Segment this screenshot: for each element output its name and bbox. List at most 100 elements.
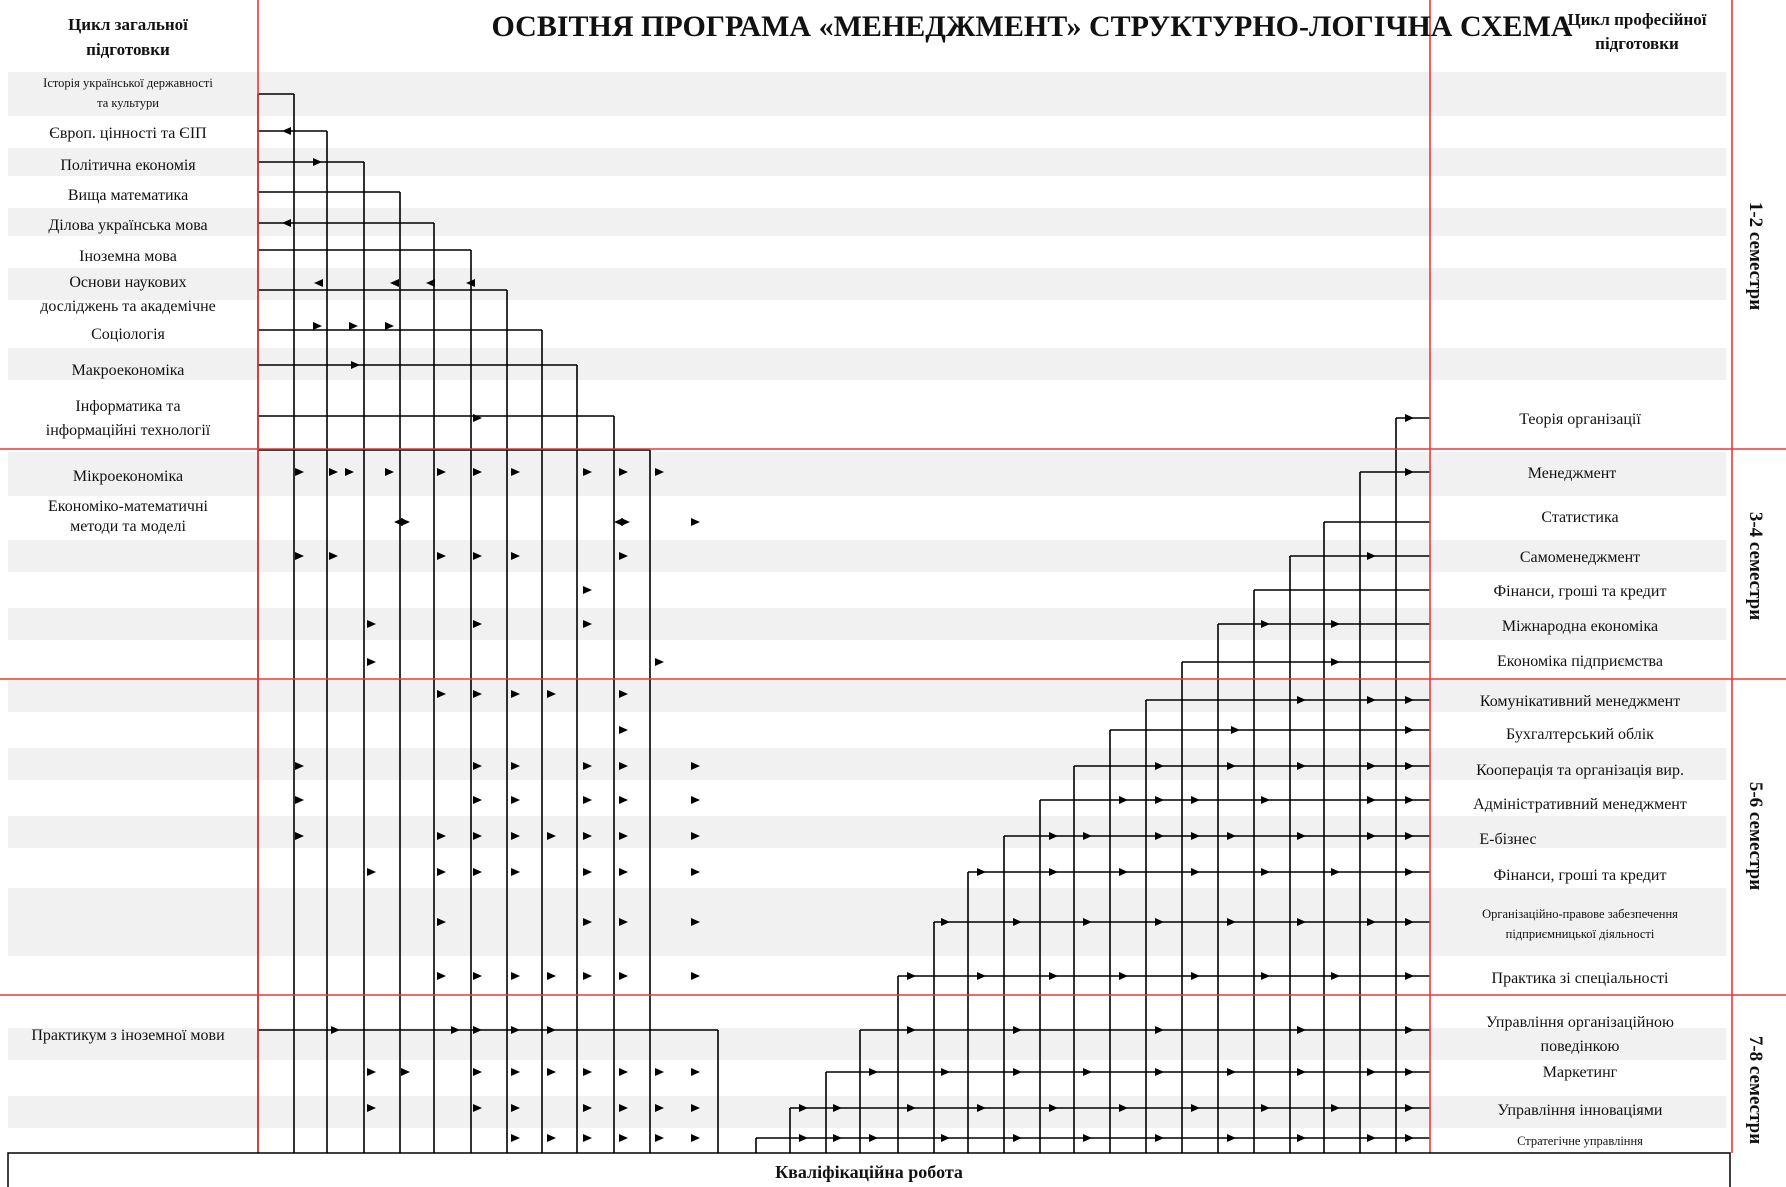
professional-subject-label: підприємницької діяльності (1506, 927, 1655, 941)
arrow-head (295, 468, 304, 476)
professional-subject-label: Управління організаційною (1486, 1014, 1674, 1031)
arrow-head (473, 796, 482, 804)
arrow-head (1367, 1134, 1376, 1142)
arrow-head (619, 1134, 628, 1142)
arrow-head (473, 690, 482, 698)
arrow-head (1191, 972, 1200, 980)
arrow-head (619, 726, 628, 734)
arrow-head (1083, 918, 1092, 926)
arrow-head (329, 552, 338, 560)
arrow-head (941, 918, 950, 926)
arrow-head (619, 690, 628, 698)
arrow-head (1119, 1104, 1128, 1112)
arrow-head (1405, 696, 1414, 704)
arrow-head (547, 832, 556, 840)
arrow-head (1155, 762, 1164, 770)
professional-subject-label: Самоменеджмент (1520, 549, 1640, 566)
arrow-head (833, 1134, 842, 1142)
professional-subject-label: Управління інноваціями (1498, 1102, 1663, 1119)
arrow-head (799, 1134, 808, 1142)
arrow-head (583, 972, 592, 980)
arrow-head (1331, 868, 1340, 876)
arrow-head (1405, 762, 1414, 770)
arrow-head (1191, 1104, 1200, 1112)
arrow-head (1083, 1134, 1092, 1142)
arrow-head (941, 1068, 950, 1076)
arrow-head (351, 361, 360, 369)
professional-subject-label: Адміністративний менеджмент (1473, 796, 1687, 813)
general-subject-label: методи та моделі (70, 518, 186, 535)
arrow-head (655, 468, 664, 476)
arrow-head (367, 620, 376, 628)
arrow-head (401, 518, 410, 526)
arrow-head (367, 1104, 376, 1112)
arrow-head (437, 918, 446, 926)
general-subject-label: Економіко-математичні (48, 498, 209, 515)
diagram-title: ОСВІТНЯ ПРОГРАМА «МЕНЕДЖМЕНТ» СТРУКТУРНО… (491, 10, 1572, 43)
arrow-head (473, 1104, 482, 1112)
arrow-head (1297, 696, 1306, 704)
arrow-head (345, 468, 354, 476)
professional-cycle-header-line1: Цикл професійної (1568, 10, 1707, 29)
arrow-head (473, 414, 482, 422)
arrow-head (1049, 868, 1058, 876)
arrow-head (619, 1068, 628, 1076)
arrow-head (1227, 762, 1236, 770)
professional-subject-label: Фінанси, гроші та кредит (1494, 583, 1667, 600)
general-subject-label: Макроекономіка (72, 362, 185, 379)
arrow-head (1155, 1068, 1164, 1076)
arrow-head (691, 972, 700, 980)
professional-subject-label: Економіка підприємства (1497, 653, 1663, 670)
professional-subject-label: Теорія організації (1519, 411, 1641, 428)
row-stripe (8, 452, 1726, 496)
arrow-head (691, 762, 700, 770)
arrow-head (1155, 796, 1164, 804)
row-stripe (8, 748, 1726, 780)
semester-label: 1-2 семестри (1745, 202, 1766, 310)
arrow-head (1367, 762, 1376, 770)
arrow-head (941, 1134, 950, 1142)
arrow-head (614, 518, 623, 526)
general-cycle-header-line2: підготовки (86, 40, 170, 59)
professional-subject-label: Міжнародна економіка (1502, 618, 1658, 635)
arrow-head (1191, 868, 1200, 876)
arrow-head (1331, 972, 1340, 980)
arrow-head (1297, 918, 1306, 926)
arrow-head (511, 468, 520, 476)
arrow-head (583, 586, 592, 594)
general-subject-label: Вища математика (68, 187, 188, 204)
arrow-head (282, 127, 291, 135)
frame-lines (0, 0, 1786, 1153)
arrow-head (1405, 868, 1414, 876)
arrow-head (1367, 796, 1376, 804)
arrow-head (1331, 620, 1340, 628)
row-stripe (8, 1096, 1726, 1128)
arrow-head (1261, 620, 1270, 628)
arrow-head (1405, 414, 1414, 422)
arrow-head (1297, 832, 1306, 840)
arrow-head (1405, 1134, 1414, 1142)
arrow-head (655, 1134, 664, 1142)
arrow-head (907, 1104, 916, 1112)
semester-labels: 1-2 семестри 3-4 семестри 5-6 семестри 7-8 … (1745, 202, 1766, 1144)
arrow-head (1261, 796, 1270, 804)
arrow-head (385, 322, 394, 330)
arrow-head (437, 832, 446, 840)
arrow-head (1367, 552, 1376, 560)
arrow-head (583, 762, 592, 770)
row-stripe (8, 540, 1726, 572)
arrow-head (511, 796, 520, 804)
arrow-head (1049, 832, 1058, 840)
arrow-head (1119, 868, 1128, 876)
general-subject-label: інформаційні технології (46, 422, 211, 439)
arrow-head (437, 468, 446, 476)
general-subject-label: Політична економія (60, 157, 196, 174)
arrow-head (1083, 832, 1092, 840)
professional-subject-label: Е-бізнес (1479, 831, 1536, 848)
arrow-head (1191, 832, 1200, 840)
arrow-head (295, 762, 304, 770)
arrow-head (547, 1026, 556, 1034)
arrow-head (1367, 696, 1376, 704)
professional-subject-label: Комунікативний менеджмент (1480, 693, 1680, 710)
arrow-head (385, 468, 394, 476)
